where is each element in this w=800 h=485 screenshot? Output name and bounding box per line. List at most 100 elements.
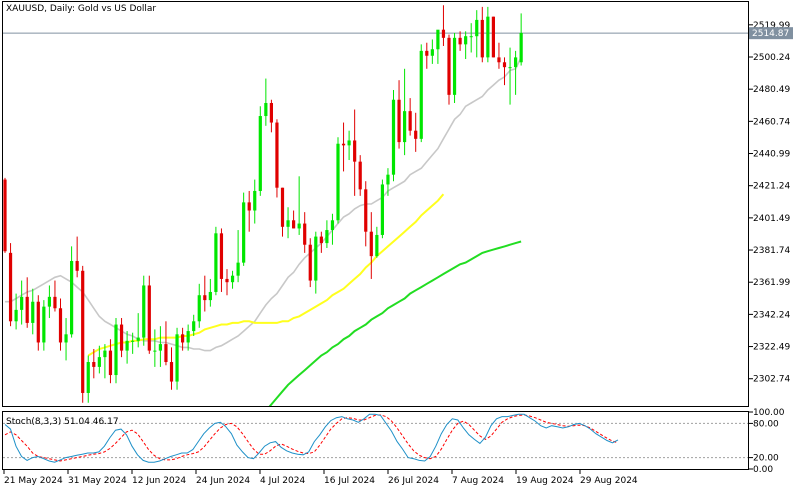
date-tick-label: 26 Jul 2024 xyxy=(388,476,439,485)
candle-body xyxy=(47,296,51,307)
date-tick-label: 12 Jun 2024 xyxy=(132,476,186,485)
candle-body xyxy=(103,350,107,358)
candle-body xyxy=(364,189,368,232)
candle-body xyxy=(64,334,68,343)
candle-body xyxy=(153,350,157,352)
candle-body xyxy=(353,140,357,162)
candle-body xyxy=(430,49,434,56)
stoch-tick-label: 100.00 xyxy=(753,408,785,418)
candle-body xyxy=(3,179,7,252)
candle-body xyxy=(403,111,407,143)
candle-body xyxy=(197,295,201,322)
candle-body xyxy=(519,32,523,63)
candle-body xyxy=(497,57,501,63)
candle-body xyxy=(225,278,229,283)
price-axis: 2302.74 2322.49 2342.24 2361.99 2381.74 2401.… xyxy=(749,21,790,385)
candle-body xyxy=(292,220,296,229)
candle-body xyxy=(314,236,318,281)
date-tick-label: 31 May 2024 xyxy=(68,476,127,485)
candle-body xyxy=(53,296,57,309)
stoch-main-line xyxy=(4,413,619,463)
current-price-tag xyxy=(749,27,793,40)
candle-body xyxy=(380,184,384,235)
candle-body xyxy=(386,174,390,185)
candle-body xyxy=(491,16,495,58)
candle-body xyxy=(419,50,423,139)
candle-body xyxy=(441,29,446,38)
candle-body xyxy=(236,262,240,276)
candle-body xyxy=(475,19,479,37)
candle-body xyxy=(214,233,218,292)
price-tick-label: 2519.99 xyxy=(753,21,790,31)
price-tick-label: 2460.74 xyxy=(753,117,790,127)
candle-body xyxy=(42,306,46,343)
price-panel-frame xyxy=(2,1,749,407)
candle-body xyxy=(58,308,63,343)
candle-body xyxy=(164,344,168,363)
ma-mid-line xyxy=(87,193,445,357)
candle-body xyxy=(208,291,212,301)
candle-body xyxy=(508,67,512,69)
candle-body xyxy=(175,334,179,382)
date-tick-label: 29 Aug 2024 xyxy=(580,476,638,485)
candle-body xyxy=(186,331,190,343)
candle-body xyxy=(447,37,451,95)
candle-body xyxy=(247,202,251,211)
candle-body xyxy=(358,161,362,190)
candle-body xyxy=(341,143,346,146)
ma-fast-line xyxy=(5,57,522,352)
candle-body xyxy=(242,202,246,263)
candle-body xyxy=(131,340,135,342)
candle-body xyxy=(458,37,462,45)
price-tick-label: 2421.24 xyxy=(753,182,790,192)
price-tick-label: 2302.74 xyxy=(753,375,790,385)
date-tick-label: 19 Aug 2024 xyxy=(516,476,574,485)
candlesticks xyxy=(3,5,523,403)
price-tick-label: 2500.24 xyxy=(753,53,790,63)
moving-averages xyxy=(5,57,522,406)
price-tick-label: 2440.99 xyxy=(753,150,790,160)
candle-body xyxy=(480,19,484,58)
candle-body xyxy=(25,296,29,323)
stochastic-panel-frame xyxy=(2,411,749,470)
candle-body xyxy=(469,36,473,38)
price-tick-label: 2480.49 xyxy=(753,85,790,95)
candle-body xyxy=(70,261,74,335)
candle-body xyxy=(452,37,457,95)
candle-body xyxy=(136,337,140,341)
stoch-signal-line xyxy=(4,414,619,462)
date-axis: 21 May 2024 31 May 2024 12 Jun 2024 24 Jun … xyxy=(3,470,638,485)
price-tick-label: 2401.49 xyxy=(753,214,790,224)
date-tick-label: 16 Jul 2024 xyxy=(324,476,375,485)
stochastic-label: Stoch(8,3,3) 51.04 46.17 xyxy=(6,417,119,427)
candle-body xyxy=(86,362,90,393)
candle-body xyxy=(108,350,113,376)
candle-body xyxy=(269,103,273,123)
date-tick-label: 7 Aug 2024 xyxy=(452,476,504,485)
candle-body xyxy=(319,236,323,244)
candle-body xyxy=(303,223,307,245)
candle-body xyxy=(308,244,312,281)
candle-body xyxy=(330,220,335,231)
candle-body xyxy=(264,103,268,117)
candle-body xyxy=(286,220,290,227)
candle-body xyxy=(142,285,146,338)
stoch-tick-label: 20.00 xyxy=(753,454,779,464)
candle-body xyxy=(31,301,35,323)
candle-body xyxy=(14,309,18,322)
candle-body xyxy=(375,234,379,257)
candle-body xyxy=(514,57,518,68)
stoch-tick-label: 80.00 xyxy=(753,419,779,429)
candle-body xyxy=(336,143,340,221)
candle-body xyxy=(125,340,129,351)
candle-body xyxy=(75,261,79,271)
candle-body xyxy=(219,233,224,279)
candle-body xyxy=(192,321,196,332)
price-tick-label: 2381.74 xyxy=(753,246,790,256)
current-price-line: 2514.87 xyxy=(3,27,793,40)
candle-body xyxy=(253,190,257,211)
chart-title: XAUUSD, Daily: Gold vs US Dollar xyxy=(6,4,156,14)
candle-body xyxy=(397,99,401,143)
